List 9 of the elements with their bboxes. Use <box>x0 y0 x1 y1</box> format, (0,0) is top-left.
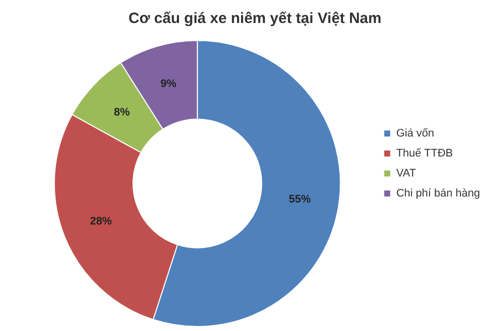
legend-label: Chi phí bán hàng <box>396 188 480 200</box>
legend-label: VAT <box>396 168 416 180</box>
data-label: 55% <box>288 194 311 206</box>
legend-label: Thuế TTĐB <box>396 148 453 160</box>
data-label: 9% <box>160 78 177 90</box>
chart-title: Cơ cấu giá xe niêm yết tại Việt Nam <box>128 10 382 28</box>
data-label: 28% <box>90 216 112 228</box>
data-label: 8% <box>114 106 130 119</box>
legend-label: Giá vốn <box>396 128 434 140</box>
